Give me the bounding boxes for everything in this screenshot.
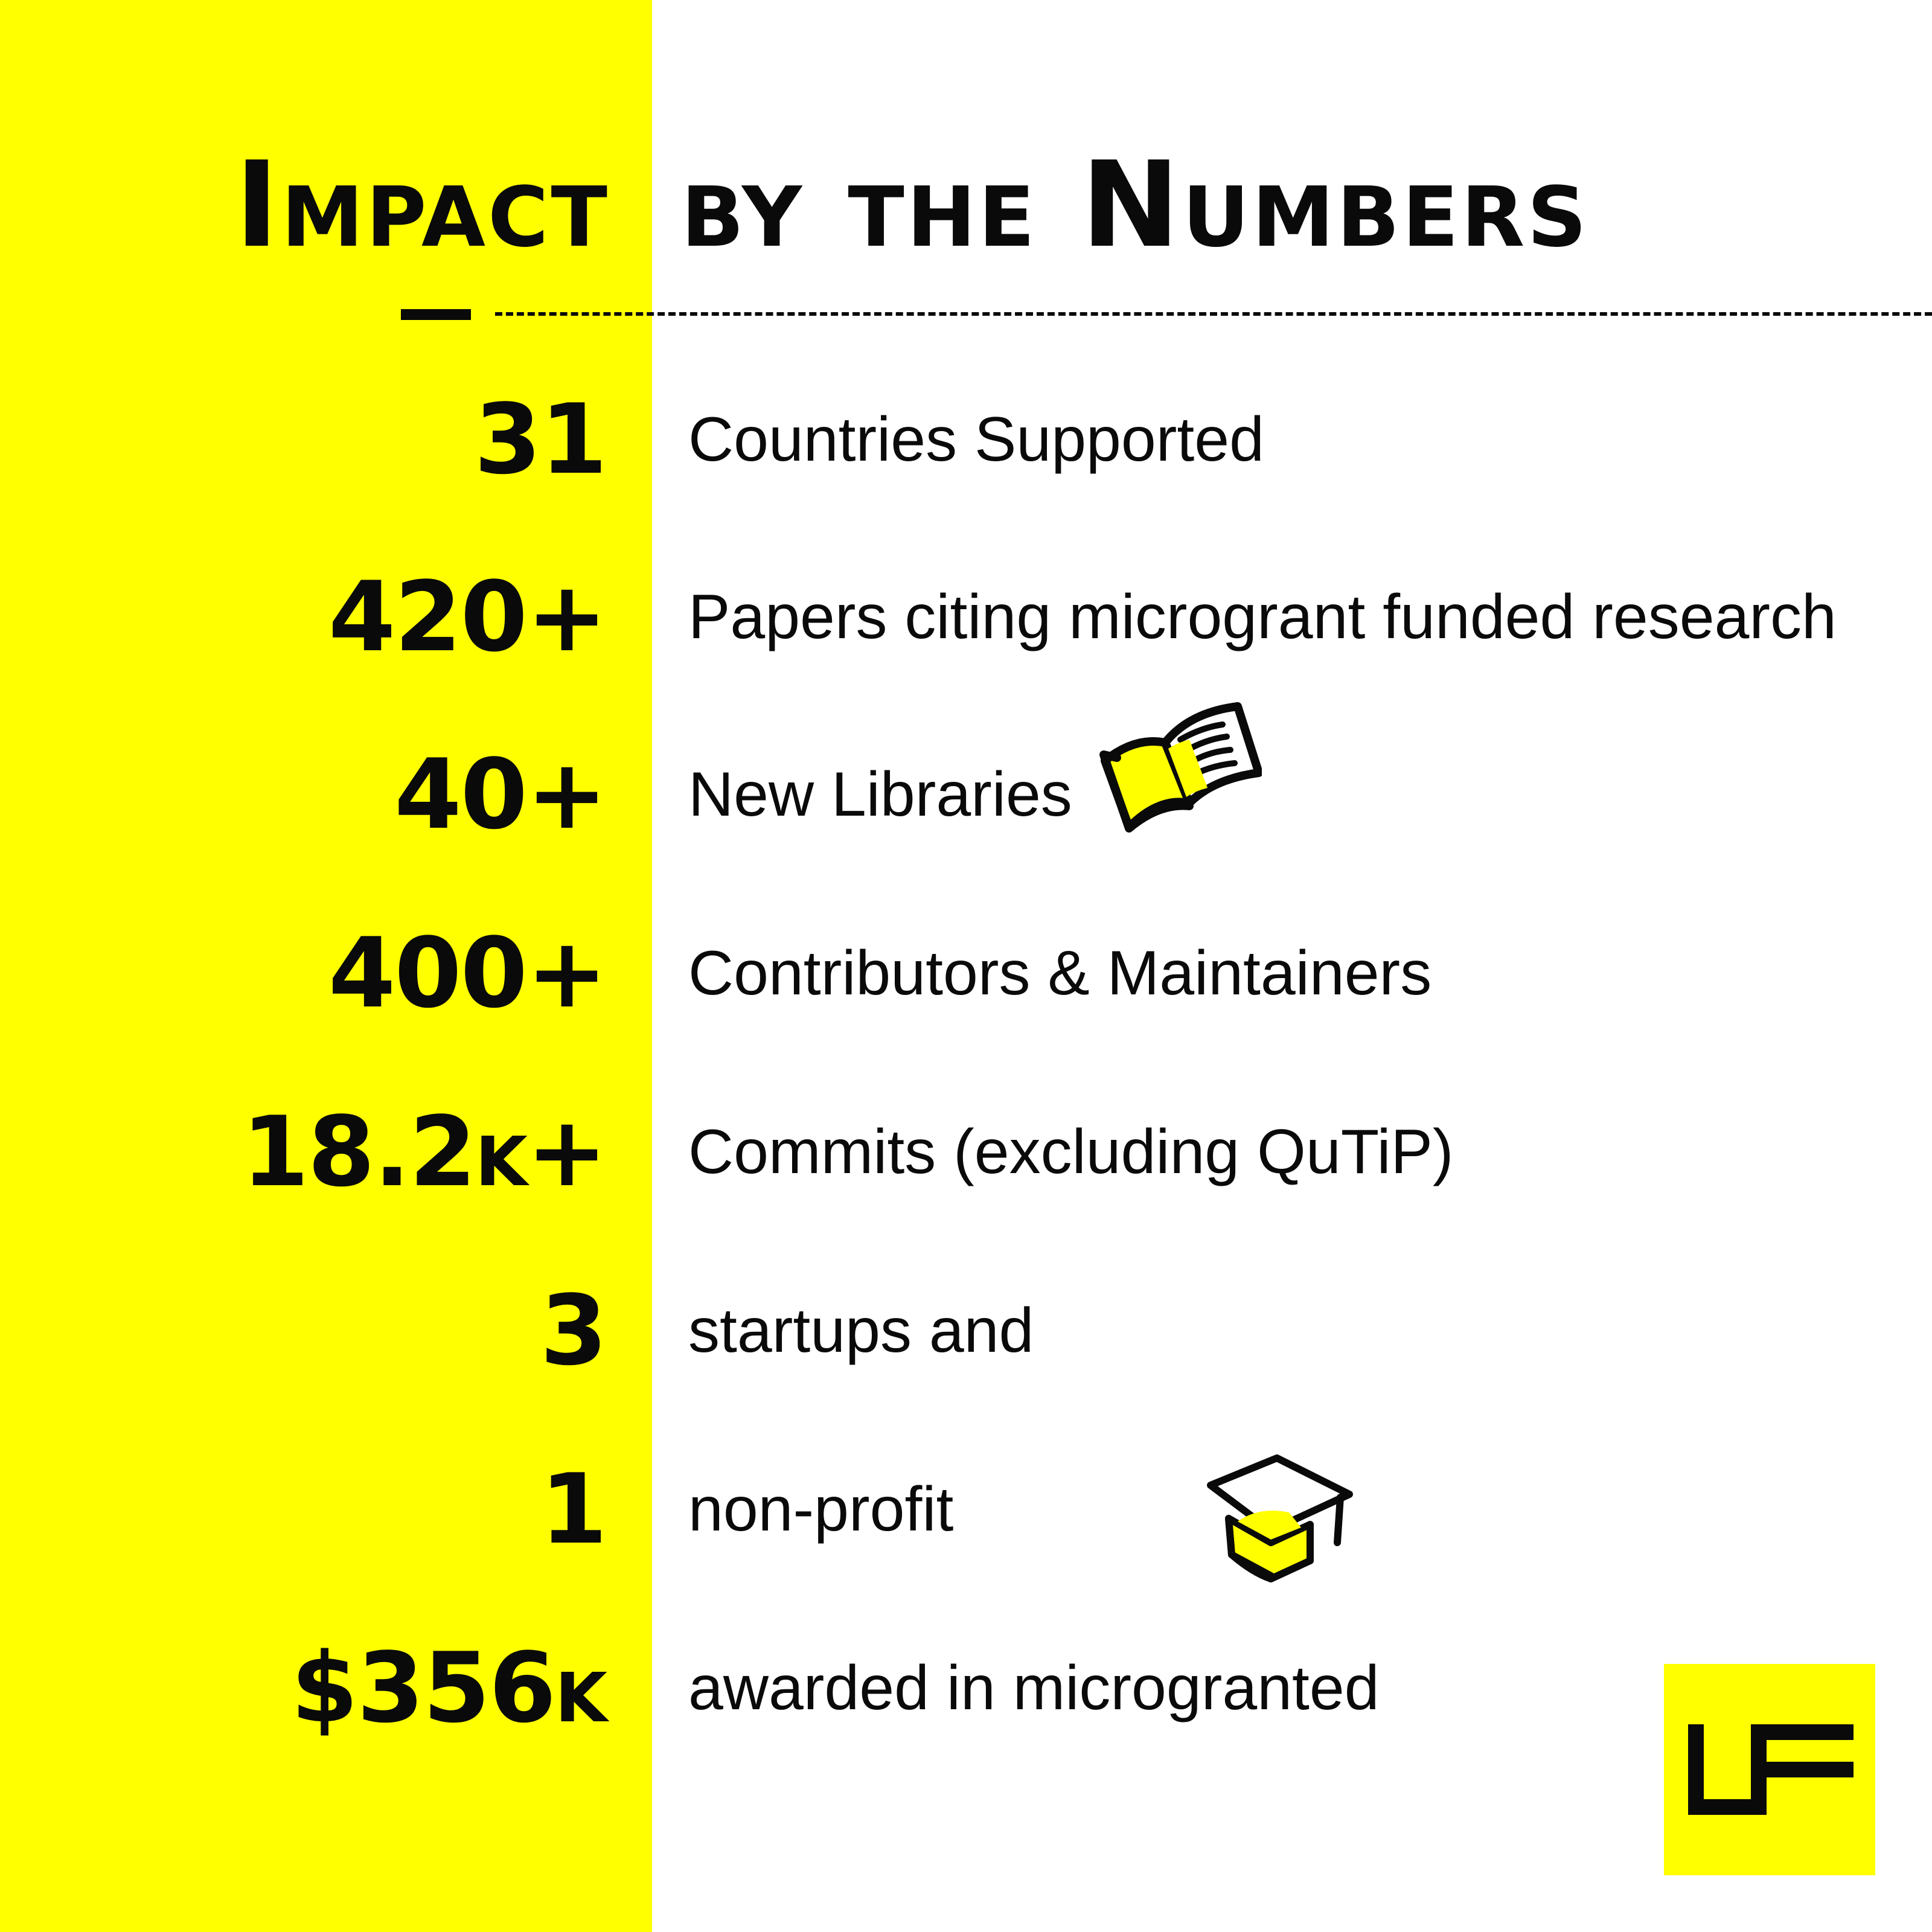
stat-label: non-profit xyxy=(688,1474,954,1544)
title-by-the-numbers: by the Numbers xyxy=(681,136,1590,274)
stat-value: 31 xyxy=(474,383,607,496)
accent-dash xyxy=(401,309,471,320)
stat-value: 40+ xyxy=(394,738,607,851)
stat-row-libraries: 40+ New Libraries xyxy=(0,728,1932,861)
stat-label: Papers citing microgrant funded research xyxy=(688,582,1837,652)
stat-row-awarded: $356k awarded in microgranted xyxy=(0,1622,1932,1754)
yellow-panel xyxy=(0,0,652,1932)
title-impact: Impact xyxy=(234,136,610,274)
stat-label: Commits (excluding QuTiP) xyxy=(688,1117,1454,1187)
stat-label: startups and xyxy=(688,1296,1034,1366)
stat-row-nonprofit: 1 non-profit xyxy=(0,1443,1932,1576)
stat-value: 18.2k+ xyxy=(242,1095,607,1208)
stat-label: New Libraries xyxy=(688,760,1072,830)
lf-logo-mark xyxy=(1688,1724,1854,1815)
open-book-icon xyxy=(1099,702,1262,833)
stat-row-contributors: 400+ Contributors & Maintainers xyxy=(0,907,1932,1040)
stat-row-countries: 31 Countries Supported xyxy=(0,373,1932,506)
stat-row-commits: 18.2k+ Commits (excluding QuTiP) xyxy=(0,1086,1932,1218)
stat-value: 3 xyxy=(540,1274,607,1387)
stat-value: 1 xyxy=(540,1453,607,1566)
stat-value: $356k xyxy=(290,1631,607,1744)
stat-label: Countries Supported xyxy=(688,405,1264,475)
stat-value: 420+ xyxy=(328,560,607,673)
stat-row-papers: 420+ Papers citing microgrant funded res… xyxy=(0,551,1932,683)
stat-label: awarded in microgranted xyxy=(688,1653,1380,1723)
stat-row-startups: 3 startups and xyxy=(0,1264,1932,1397)
stat-label: Contributors & Maintainers xyxy=(688,938,1432,1008)
lf-logo xyxy=(1664,1664,1875,1875)
dashed-divider xyxy=(495,312,1932,316)
graduation-cap-icon xyxy=(1207,1454,1353,1582)
stat-value: 400+ xyxy=(328,916,607,1029)
page-title: Impact by the Numbers xyxy=(0,139,1932,272)
